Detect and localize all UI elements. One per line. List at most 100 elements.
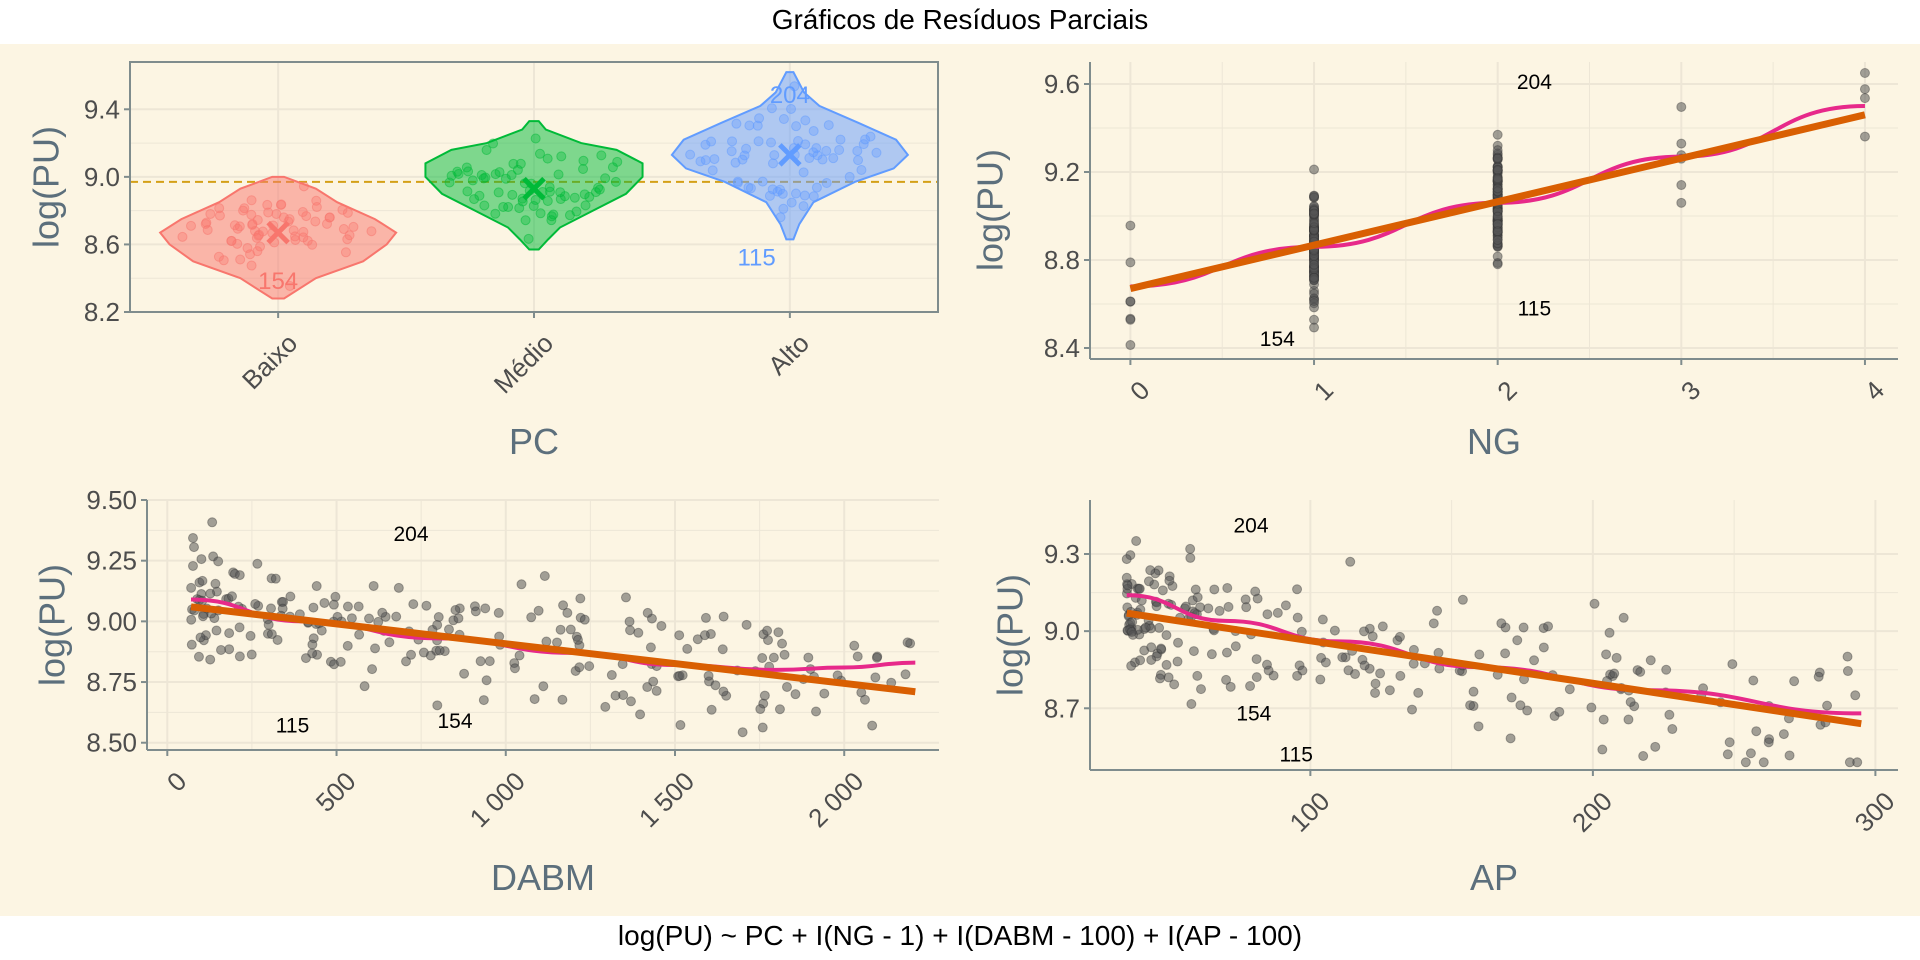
data-point (490, 208, 501, 219)
data-point (1474, 649, 1485, 660)
data-point (186, 614, 197, 625)
data-point (1724, 737, 1735, 748)
plot-body (130, 71, 938, 300)
data-point (786, 197, 797, 208)
data-point (773, 627, 784, 638)
data-point (311, 195, 322, 206)
data-point (1813, 671, 1824, 682)
data-point (774, 704, 785, 715)
data-point (695, 156, 706, 167)
data-point (484, 656, 495, 667)
data-point (475, 656, 486, 667)
data-point (860, 134, 871, 145)
data-point (578, 155, 589, 166)
data-point (478, 173, 489, 184)
data-point (211, 625, 222, 636)
data-point (741, 143, 752, 154)
data-point (1185, 552, 1196, 563)
data-point (235, 254, 246, 265)
data-point (1125, 340, 1136, 351)
data-point (1604, 627, 1615, 638)
data-point (300, 653, 311, 664)
data-point (1745, 748, 1756, 759)
data-point (1367, 631, 1378, 642)
data-point (620, 592, 631, 603)
data-point (1223, 601, 1234, 612)
data-point (459, 668, 470, 679)
data-point (224, 644, 235, 655)
data-point (844, 171, 855, 182)
data-point (1554, 706, 1565, 717)
data-point (1522, 705, 1533, 716)
data-point (1161, 630, 1172, 641)
data-point (1126, 660, 1137, 671)
data-point (1370, 687, 1381, 698)
page-title: Gráficos de Resíduos Parciais (771, 4, 1149, 35)
data-point (1359, 660, 1370, 671)
data-point (1337, 652, 1348, 663)
data-point (242, 243, 253, 254)
data-point (790, 188, 801, 199)
data-point (1667, 724, 1678, 735)
data-point (493, 187, 504, 198)
data-point (700, 612, 711, 623)
violin-baixo (158, 175, 398, 300)
data-point (354, 629, 365, 640)
data-point (432, 619, 443, 630)
data-point (542, 153, 553, 164)
data-point (1143, 576, 1154, 587)
data-point (849, 640, 860, 651)
data-point (811, 706, 822, 717)
point-annotation: 154 (437, 710, 472, 733)
data-point (245, 249, 256, 260)
data-point (625, 696, 636, 707)
data-point (744, 120, 755, 131)
data-point (1822, 700, 1833, 711)
data-point (393, 582, 404, 593)
data-point (789, 81, 800, 92)
data-point (1676, 180, 1687, 191)
data-point (340, 247, 351, 258)
x-axis-title: PC (509, 421, 559, 462)
data-point (811, 143, 822, 154)
data-point (1309, 272, 1320, 283)
point-annotation: 154 (258, 268, 298, 295)
data-point (196, 554, 207, 565)
data-point (757, 653, 768, 664)
data-point (1272, 607, 1283, 618)
data-point (1370, 678, 1381, 689)
data-point (1375, 668, 1386, 679)
data-point (1492, 183, 1503, 194)
data-point (1131, 536, 1142, 547)
data-point (270, 573, 281, 584)
data-point (348, 221, 359, 232)
data-point (718, 611, 729, 622)
data-point (197, 575, 208, 586)
data-point (757, 722, 768, 733)
data-point (1589, 598, 1600, 609)
data-point (726, 146, 737, 157)
data-point (353, 601, 364, 612)
x-tick-label: 0 (1124, 375, 1155, 406)
data-point (767, 158, 778, 169)
data-point (1859, 84, 1870, 95)
y-tick-label: 9.3 (1044, 539, 1080, 569)
data-point (674, 670, 685, 681)
data-point (800, 115, 811, 126)
data-point (453, 613, 464, 624)
data-point (1262, 609, 1273, 620)
data-point (298, 232, 309, 243)
data-point (342, 234, 353, 245)
data-point (528, 200, 539, 211)
data-point (529, 694, 540, 705)
data-point (1661, 664, 1672, 675)
data-point (1492, 164, 1503, 175)
data-point (819, 688, 830, 699)
linear-fit-line (190, 603, 916, 696)
data-point (546, 215, 557, 226)
data-point (823, 120, 834, 131)
data-point (1611, 652, 1622, 663)
data-point (1515, 700, 1526, 711)
data-point (1157, 585, 1168, 596)
data-point (600, 701, 611, 712)
